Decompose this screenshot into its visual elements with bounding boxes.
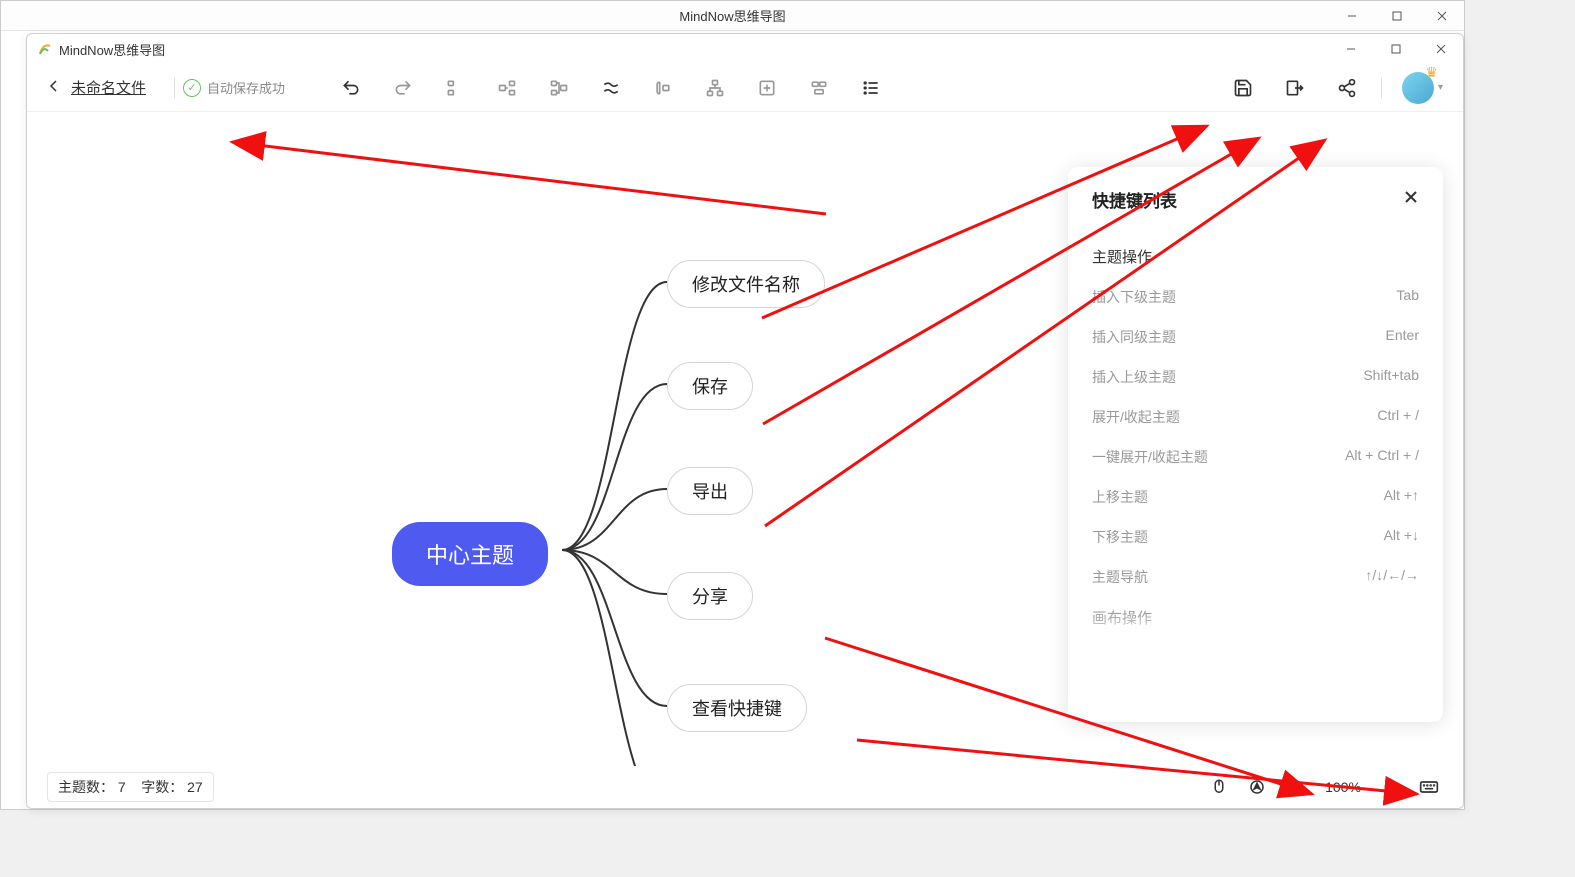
shortcut-label: 展开/收起主题	[1092, 407, 1180, 427]
shortcut-row: 下移主题 Alt +↓	[1092, 527, 1419, 547]
sibling-topic-button[interactable]	[435, 72, 475, 104]
topic-node[interactable]: 查看快捷键	[667, 684, 807, 732]
shortcut-key: Alt +↓	[1384, 527, 1419, 547]
topic-node[interactable]: 分享	[667, 572, 753, 620]
os-titlebar: MindNow思维导图	[1, 1, 1464, 31]
app-maximize-button[interactable]	[1373, 34, 1418, 64]
shortcut-label: 插入上级主题	[1092, 367, 1176, 387]
check-icon: ✓	[183, 79, 201, 97]
mouse-mode-button[interactable]	[1205, 773, 1233, 801]
shortcut-label: 插入下级主题	[1092, 287, 1176, 307]
shortcut-key: Ctrl + /	[1377, 407, 1419, 427]
panel-body[interactable]: 主题操作 插入下级主题 Tab 插入同级主题 Enter 插入上级主题 Shift+tab…	[1068, 228, 1443, 642]
os-window: MindNow思维导图 MindNow思维导图	[0, 0, 1465, 810]
shortcut-label: 下移主题	[1092, 527, 1148, 547]
panel-title: 快捷键列表	[1092, 187, 1177, 212]
child-topic-button[interactable]	[487, 72, 527, 104]
filename-field[interactable]: 未命名文件	[71, 77, 146, 98]
insert-button[interactable]	[747, 72, 787, 104]
shortcut-label: 插入同级主题	[1092, 327, 1176, 347]
zoom-out-button[interactable]: −	[1281, 773, 1309, 801]
zoom-level: 100%	[1319, 779, 1367, 795]
redo-button[interactable]	[383, 72, 423, 104]
outline-button[interactable]	[851, 72, 891, 104]
os-window-title: MindNow思维导图	[679, 6, 785, 25]
shortcut-label: 一键展开/收起主题	[1092, 447, 1208, 467]
autosave-status: ✓ 自动保存成功	[183, 78, 285, 97]
shortcut-row: 插入上级主题 Shift+tab	[1092, 367, 1419, 387]
structure-button[interactable]	[695, 72, 735, 104]
shortcut-key: Enter	[1386, 327, 1419, 347]
shortcut-key: Alt +↑	[1384, 487, 1419, 507]
crown-icon: ♛	[1425, 64, 1438, 81]
toolbar: 未命名文件 ✓ 自动保存成功 ♛ ▾	[27, 64, 1463, 112]
center-topic-node[interactable]: 中心主题	[392, 522, 548, 586]
statusbar: 主题数： 7 字数： 27 − 100% +	[27, 766, 1463, 808]
app-minimize-button[interactable]	[1328, 34, 1373, 64]
stats-badge: 主题数： 7 字数： 27	[47, 772, 214, 802]
topics-label: 主题数：	[58, 779, 114, 795]
share-button[interactable]	[1327, 72, 1367, 104]
divider	[174, 78, 175, 98]
avatar-dropdown-icon[interactable]: ▾	[1438, 82, 1443, 93]
canvas-area[interactable]: 中心主题修改文件名称保存导出分享查看快捷键调整画布比例 快捷键列表 主题操作 插…	[27, 112, 1463, 766]
shortcut-row: 一键展开/收起主题 Alt + Ctrl + /	[1092, 447, 1419, 467]
topic-node[interactable]: 修改文件名称	[667, 260, 825, 308]
autosave-label: 自动保存成功	[207, 78, 285, 97]
words-count: 27	[187, 779, 203, 795]
section-title: 画布操作	[1092, 607, 1419, 628]
keyboard-shortcuts-button[interactable]	[1415, 773, 1443, 801]
section-title: 主题操作	[1092, 246, 1419, 267]
app-window: MindNow思维导图 未命名文件 ✓ 自动保存成功	[26, 33, 1464, 809]
shortcut-key: Shift+tab	[1363, 367, 1419, 387]
os-close-button[interactable]	[1419, 1, 1464, 31]
os-maximize-button[interactable]	[1374, 1, 1419, 31]
shortcut-row: 展开/收起主题 Ctrl + /	[1092, 407, 1419, 427]
save-button[interactable]	[1223, 72, 1263, 104]
shortcut-row: 主题导航 ↑/↓/←/→	[1092, 567, 1419, 587]
export-button[interactable]	[1275, 72, 1315, 104]
shortcut-row: 上移主题 Alt +↑	[1092, 487, 1419, 507]
shortcut-key: Alt + Ctrl + /	[1345, 447, 1419, 467]
os-minimize-button[interactable]	[1329, 1, 1374, 31]
summary-button[interactable]	[643, 72, 683, 104]
user-avatar[interactable]: ♛	[1402, 72, 1434, 104]
shortcut-key: ↑/↓/←/→	[1365, 567, 1419, 587]
panel-close-button[interactable]	[1403, 189, 1419, 210]
app-titlebar: MindNow思维导图	[27, 34, 1463, 64]
topics-count: 7	[118, 779, 126, 795]
app-window-title: MindNow思维导图	[59, 40, 165, 59]
relation-line-button[interactable]	[591, 72, 631, 104]
back-button[interactable]	[47, 77, 61, 98]
topic-node[interactable]: 导出	[667, 467, 753, 515]
locate-center-button[interactable]	[1243, 773, 1271, 801]
format-button[interactable]	[799, 72, 839, 104]
shortcut-row: 插入下级主题 Tab	[1092, 287, 1419, 307]
shortcut-key: Tab	[1396, 287, 1419, 307]
shortcut-panel: 快捷键列表 主题操作 插入下级主题 Tab 插入同级主题 Enter 插入上级主题 Shi…	[1068, 167, 1443, 722]
shortcut-label: 上移主题	[1092, 487, 1148, 507]
app-close-button[interactable]	[1418, 34, 1463, 64]
parent-topic-button[interactable]	[539, 72, 579, 104]
zoom-in-button[interactable]: +	[1377, 773, 1405, 801]
words-label: 字数：	[141, 779, 183, 795]
shortcut-label: 主题导航	[1092, 567, 1148, 587]
divider	[1381, 78, 1382, 98]
topic-node[interactable]: 保存	[667, 362, 753, 410]
undo-button[interactable]	[331, 72, 371, 104]
shortcut-row: 插入同级主题 Enter	[1092, 327, 1419, 347]
app-logo-icon	[37, 41, 53, 57]
